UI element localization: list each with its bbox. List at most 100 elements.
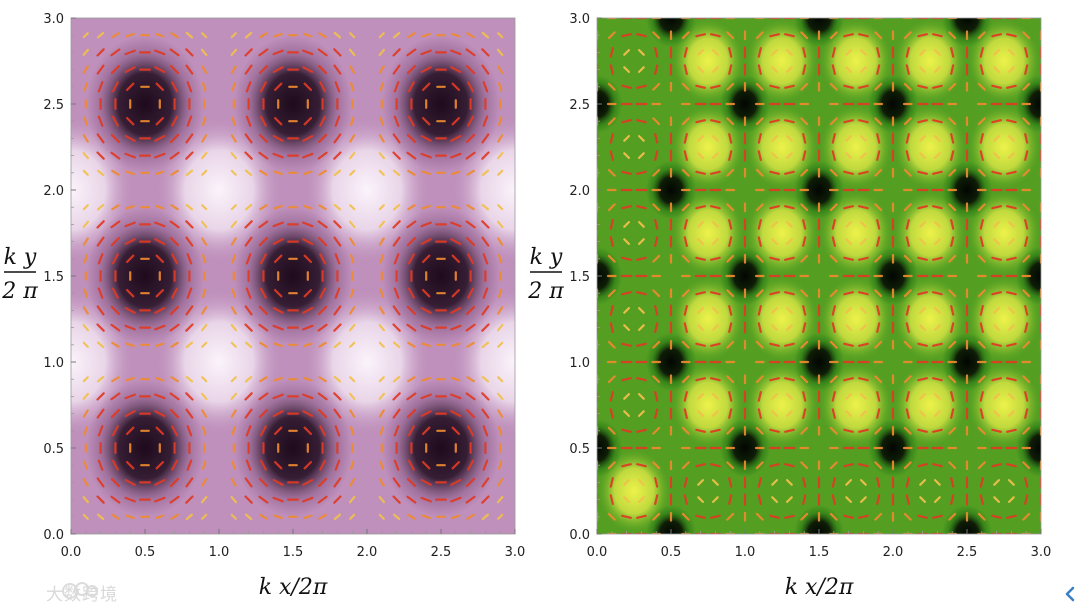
vector-arrow — [259, 287, 267, 299]
x-tick-label: 2.5 — [957, 545, 978, 560]
vector-arrow — [319, 115, 327, 127]
vector-arrow — [728, 236, 733, 247]
vector-arrow — [1008, 307, 1015, 314]
vector-arrow — [905, 305, 910, 316]
heatmap-maximum — [746, 363, 818, 447]
vector-arrow — [652, 31, 661, 40]
vector-arrow — [392, 495, 401, 504]
vector-arrow — [497, 341, 504, 348]
vector-arrow — [621, 119, 632, 124]
vector-arrow — [317, 151, 328, 160]
vector-arrow — [991, 119, 1002, 124]
vector-arrow — [950, 477, 955, 488]
vector-arrow — [124, 306, 136, 314]
vector-arrow — [378, 204, 385, 211]
vector-arrow — [450, 478, 462, 486]
vector-arrow — [726, 426, 735, 435]
vector-arrow — [712, 479, 719, 486]
vector-arrow — [406, 151, 417, 160]
vector-arrow — [917, 514, 928, 519]
vector-arrow — [407, 459, 415, 471]
vector-arrow — [244, 323, 253, 332]
vector-arrow — [800, 340, 809, 349]
vector-arrow — [876, 47, 881, 58]
vector-arrow — [231, 116, 237, 126]
heatmap-maximum — [820, 277, 892, 361]
vector-arrow — [96, 31, 105, 39]
vector-arrow — [728, 477, 733, 488]
vector-arrow — [317, 477, 328, 488]
vector-arrow — [757, 477, 762, 488]
vector-arrow — [230, 134, 237, 143]
vector-arrow — [110, 236, 121, 247]
arrow-left-icon[interactable] — [1063, 585, 1079, 603]
vector-arrow — [420, 134, 432, 142]
vector-arrow — [934, 135, 941, 142]
vector-arrow — [903, 31, 912, 40]
vector-arrow — [333, 392, 342, 401]
vector-arrow — [860, 307, 867, 314]
vector-arrow — [609, 133, 614, 144]
vector-arrow — [831, 322, 836, 333]
vector-arrow — [769, 342, 780, 347]
vector-arrow — [769, 170, 780, 175]
vector-arrow — [82, 48, 90, 57]
vector-arrow — [979, 408, 984, 419]
vector-arrow — [681, 512, 690, 521]
vector-arrow — [420, 66, 432, 74]
vector-arrow — [272, 393, 284, 400]
vector-arrow — [201, 341, 208, 348]
vector-arrow — [905, 477, 910, 488]
vector-arrow — [609, 64, 614, 75]
y-tick-label: 2.5 — [43, 98, 64, 113]
y-tick-label: 1.0 — [43, 356, 64, 371]
vector-arrow — [757, 391, 762, 402]
vector-arrow — [482, 425, 489, 437]
vector-arrow — [917, 170, 928, 175]
vector-arrow — [757, 236, 762, 247]
vector-arrow — [451, 117, 460, 126]
vector-arrow — [378, 237, 385, 246]
vector-arrow — [185, 375, 194, 383]
vector-arrow — [621, 377, 632, 382]
x-axis-label: k x/2π — [785, 575, 854, 600]
vector-arrow — [800, 289, 809, 298]
vector-arrow — [82, 134, 89, 143]
vector-arrow — [917, 342, 928, 347]
vector-arrow — [466, 341, 475, 348]
vector-arrow — [154, 152, 166, 159]
vector-arrow — [726, 203, 735, 212]
vector-arrow — [258, 220, 269, 229]
vector-arrow — [200, 48, 208, 57]
vector-arrow — [623, 135, 630, 142]
vector-arrow — [800, 31, 809, 40]
vector-arrow — [201, 409, 208, 418]
y-axis-label-numerator: k y — [530, 245, 563, 270]
vector-arrow — [378, 134, 385, 143]
vector-arrow — [993, 238, 1000, 245]
vector-arrow — [450, 152, 462, 159]
vector-arrow — [977, 375, 986, 384]
vector-arrow — [420, 496, 432, 503]
vector-arrow — [349, 254, 355, 264]
vector-arrow — [991, 428, 1002, 433]
vector-arrow — [710, 463, 721, 468]
vector-arrow — [919, 479, 926, 486]
vector-arrow — [317, 495, 328, 504]
vector-arrow — [155, 461, 164, 470]
vector-arrow — [154, 66, 166, 74]
vector-arrow — [695, 463, 706, 468]
vector-arrow — [638, 393, 645, 400]
vector-arrow — [903, 203, 912, 212]
vector-arrow — [258, 477, 269, 488]
vector-arrow — [185, 169, 194, 177]
vector-arrow — [258, 236, 269, 247]
vector-arrow — [800, 426, 809, 435]
vector-arrow — [317, 220, 328, 229]
vector-arrow — [126, 289, 135, 298]
vector-arrow — [755, 461, 764, 470]
vector-arrow — [125, 204, 135, 210]
vector-arrow — [244, 203, 253, 211]
vector-arrow — [466, 204, 475, 211]
vector-arrow — [1008, 324, 1015, 331]
